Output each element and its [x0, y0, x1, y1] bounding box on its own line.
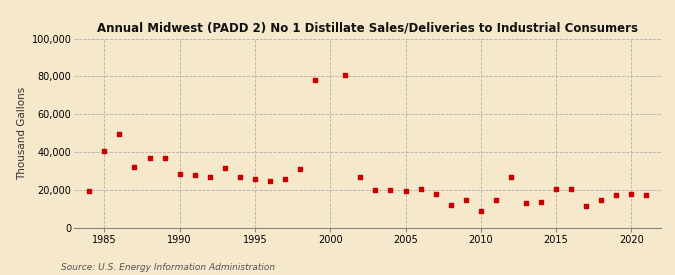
- Title: Annual Midwest (PADD 2) No 1 Distillate Sales/Deliveries to Industrial Consumers: Annual Midwest (PADD 2) No 1 Distillate …: [97, 21, 639, 35]
- Point: [430, 192, 441, 196]
- Y-axis label: Thousand Gallons: Thousand Gallons: [18, 87, 28, 180]
- Point: [84, 189, 95, 193]
- Point: [460, 197, 471, 202]
- Point: [506, 175, 516, 179]
- Point: [611, 193, 622, 197]
- Point: [475, 209, 486, 213]
- Point: [265, 179, 275, 183]
- Point: [580, 204, 591, 209]
- Point: [310, 78, 321, 82]
- Point: [355, 175, 366, 179]
- Point: [159, 156, 170, 160]
- Point: [491, 197, 502, 202]
- Text: Source: U.S. Energy Information Administration: Source: U.S. Energy Information Administ…: [61, 263, 275, 272]
- Point: [626, 192, 637, 196]
- Point: [551, 187, 562, 192]
- Point: [189, 173, 200, 177]
- Point: [144, 156, 155, 160]
- Point: [566, 187, 576, 192]
- Point: [279, 177, 290, 181]
- Point: [400, 189, 411, 193]
- Point: [250, 177, 261, 181]
- Point: [370, 188, 381, 192]
- Point: [234, 175, 245, 179]
- Point: [641, 193, 652, 197]
- Point: [219, 165, 230, 170]
- Point: [114, 132, 125, 136]
- Point: [446, 202, 456, 207]
- Point: [340, 72, 351, 77]
- Point: [99, 149, 110, 154]
- Point: [205, 175, 215, 179]
- Point: [385, 188, 396, 192]
- Point: [129, 164, 140, 169]
- Point: [295, 167, 306, 172]
- Point: [596, 197, 607, 202]
- Point: [520, 200, 531, 205]
- Point: [415, 187, 426, 192]
- Point: [174, 172, 185, 176]
- Point: [536, 199, 547, 204]
